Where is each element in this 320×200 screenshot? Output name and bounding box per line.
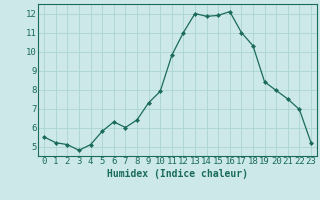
X-axis label: Humidex (Indice chaleur): Humidex (Indice chaleur)	[107, 169, 248, 179]
